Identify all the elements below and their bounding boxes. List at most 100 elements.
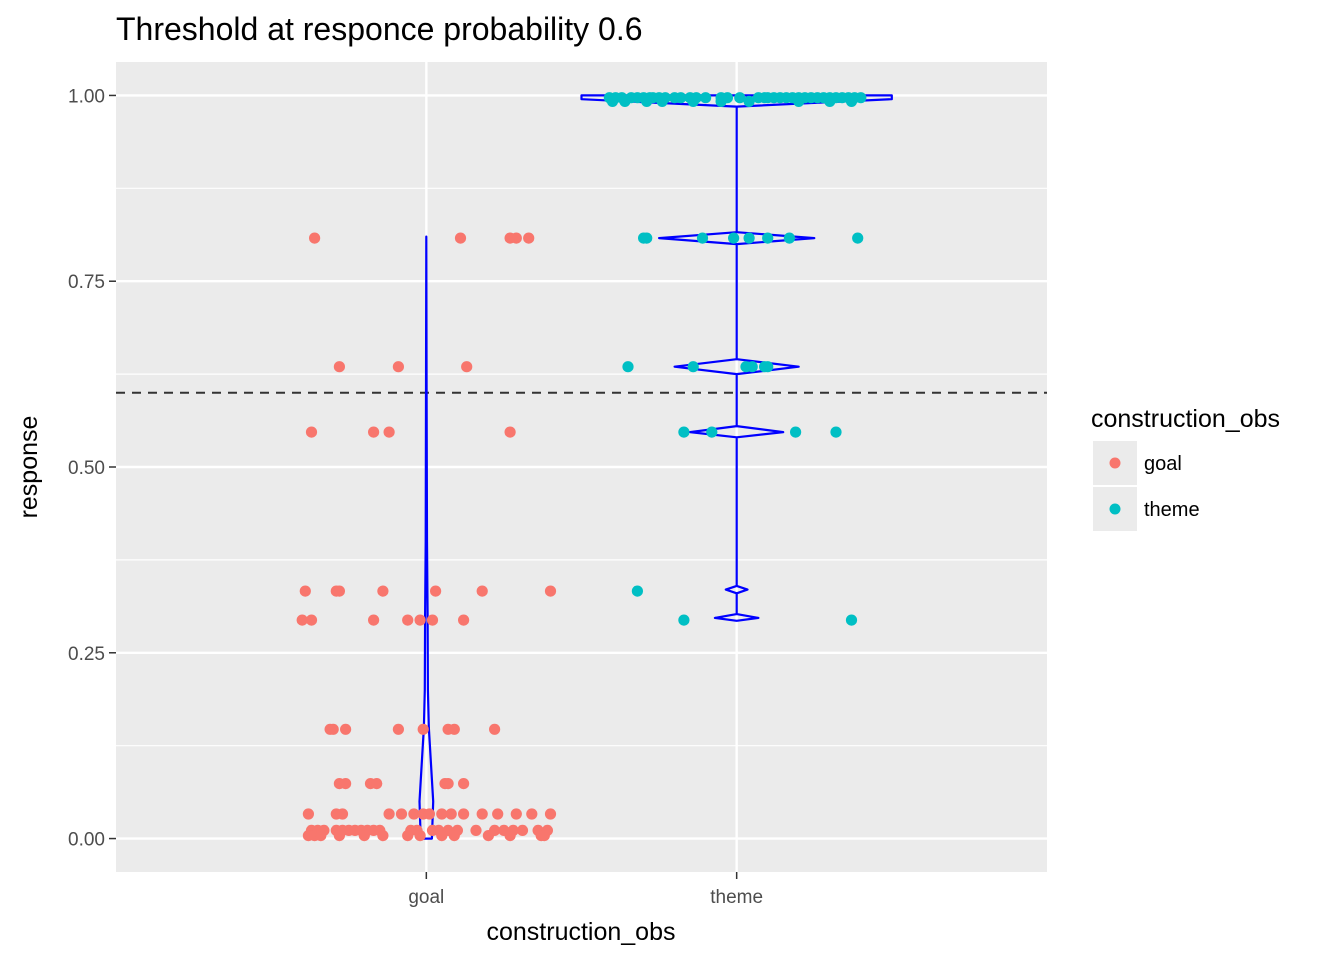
- point-theme: [606, 95, 619, 107]
- point-theme: [619, 95, 631, 107]
- point-theme: [783, 232, 796, 244]
- point-goal: [305, 426, 318, 438]
- point-goal: [305, 614, 318, 626]
- point-theme: [675, 92, 687, 104]
- point-goal: [476, 808, 488, 820]
- point-goal: [445, 808, 457, 820]
- point-goal: [368, 426, 380, 438]
- point-goal: [510, 232, 522, 244]
- point-goal: [395, 808, 408, 820]
- point-goal: [296, 614, 308, 626]
- x-axis: goal theme: [408, 872, 763, 908]
- y-axis: 0.00 0.25 0.50 0.75 1.00: [68, 86, 116, 851]
- violin-goal: [418, 235, 435, 840]
- point-goal: [414, 830, 426, 842]
- point-goal: [523, 232, 535, 244]
- point-goal: [327, 723, 339, 735]
- point-theme: [706, 426, 718, 438]
- data-points: [296, 92, 867, 842]
- point-theme: [641, 232, 653, 244]
- point-goal: [392, 361, 404, 373]
- point-goal: [315, 830, 327, 842]
- point-goal: [448, 830, 460, 842]
- x-axis-title: construction_obs: [486, 918, 675, 946]
- y-axis-title: response: [15, 416, 43, 519]
- point-goal: [436, 830, 448, 842]
- point-goal: [544, 808, 557, 820]
- point-goal: [470, 824, 482, 837]
- point-goal: [538, 830, 550, 842]
- point-theme: [715, 95, 727, 107]
- point-goal: [309, 232, 321, 244]
- y-tick-label: 0.75: [68, 272, 105, 293]
- point-goal: [333, 585, 345, 597]
- point-theme: [687, 361, 699, 373]
- point-goal: [299, 585, 311, 597]
- point-goal: [482, 830, 494, 842]
- point-theme: [852, 232, 864, 244]
- point-theme: [790, 426, 802, 438]
- point-goal: [423, 808, 435, 820]
- point-goal: [371, 778, 383, 790]
- point-goal: [377, 830, 389, 842]
- point-goal: [402, 830, 414, 842]
- point-theme: [728, 232, 740, 244]
- legend-label-theme: theme: [1144, 499, 1200, 521]
- point-goal: [383, 426, 395, 438]
- point-theme: [687, 95, 699, 107]
- point-goal: [358, 830, 370, 842]
- point-theme: [762, 361, 774, 373]
- point-goal: [408, 808, 420, 820]
- point-goal: [340, 723, 352, 735]
- point-goal: [414, 614, 426, 626]
- point-theme: [743, 95, 755, 107]
- point-goal: [526, 808, 538, 820]
- legend: construction_obs goal theme: [1091, 405, 1280, 531]
- point-goal: [377, 585, 389, 597]
- point-theme: [845, 614, 858, 626]
- y-tick-label: 0.25: [68, 644, 105, 665]
- point-goal: [340, 778, 352, 790]
- point-goal: [492, 808, 504, 820]
- point-goal: [504, 830, 516, 842]
- point-goal: [461, 361, 473, 373]
- point-goal: [544, 585, 557, 597]
- point-goal: [402, 614, 414, 626]
- point-theme: [734, 92, 746, 104]
- x-tick-label: goal: [408, 887, 444, 908]
- point-goal: [368, 614, 380, 626]
- point-goal: [333, 830, 345, 842]
- legend-label-goal: goal: [1144, 453, 1182, 475]
- point-theme: [700, 92, 712, 104]
- point-theme: [845, 95, 858, 107]
- point-theme: [743, 232, 755, 244]
- point-theme: [622, 361, 634, 373]
- point-goal: [504, 426, 516, 438]
- legend-theme-marker: [1109, 503, 1121, 515]
- point-goal: [426, 614, 439, 626]
- point-goal: [333, 361, 345, 373]
- point-theme: [824, 95, 836, 107]
- point-theme: [678, 426, 690, 438]
- y-tick-label: 1.00: [68, 86, 105, 107]
- point-theme: [631, 585, 644, 597]
- point-theme: [656, 95, 668, 107]
- point-goal: [430, 585, 442, 597]
- point-theme: [793, 95, 805, 107]
- legend-title: construction_obs: [1091, 405, 1280, 433]
- point-theme: [830, 426, 842, 438]
- point-goal: [454, 232, 467, 244]
- point-goal: [458, 778, 470, 790]
- point-goal: [448, 723, 460, 735]
- point-theme: [696, 232, 709, 244]
- point-goal: [392, 723, 404, 735]
- point-goal: [417, 723, 429, 735]
- x-tick-label: theme: [710, 887, 763, 908]
- y-tick-label: 0.50: [68, 458, 105, 479]
- point-theme: [641, 95, 653, 107]
- point-goal: [476, 585, 488, 597]
- point-goal: [489, 723, 501, 735]
- point-goal: [442, 778, 454, 790]
- y-tick-label: 0.00: [68, 830, 105, 851]
